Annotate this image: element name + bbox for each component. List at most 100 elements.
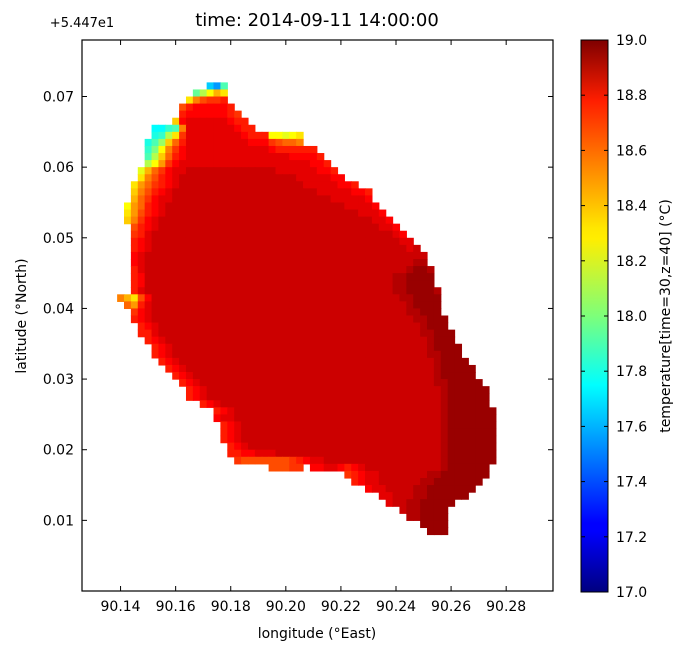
heatmap-cell: [303, 244, 311, 253]
heatmap-cell: [385, 379, 394, 387]
heatmap-cell: [351, 414, 359, 423]
heatmap-cell: [475, 414, 483, 423]
heatmap-cell: [433, 485, 442, 493]
heatmap-cell: [192, 379, 201, 387]
heatmap-cell: [144, 266, 153, 274]
heatmap-cell: [165, 181, 173, 189]
heatmap-cell: [185, 251, 194, 260]
heatmap-cell: [137, 294, 146, 302]
heatmap-cell: [406, 322, 414, 331]
heatmap-cell: [309, 174, 318, 182]
heatmap-cell: [199, 89, 208, 98]
heatmap-cell: [399, 287, 407, 295]
heatmap-cell: [309, 301, 318, 310]
heatmap-cell: [371, 379, 380, 387]
heatmap-cell: [192, 357, 201, 366]
heatmap-cell: [165, 315, 173, 324]
heatmap-cell: [447, 407, 456, 415]
heatmap-cell: [247, 301, 256, 310]
heatmap-cell: [227, 336, 235, 345]
heatmap-cell: [192, 202, 201, 211]
heatmap-cell: [179, 110, 187, 119]
heatmap-cell: [158, 315, 166, 324]
heatmap-cell: [179, 343, 187, 352]
heatmap-cell: [172, 258, 180, 267]
heatmap-cell: [488, 449, 497, 458]
heatmap-cell: [165, 188, 173, 197]
heatmap-cell: [330, 195, 339, 204]
heatmap-cell: [454, 442, 463, 451]
heatmap-cell: [461, 492, 469, 500]
x-tick-label: 90.20: [266, 599, 306, 615]
heatmap-cell: [365, 258, 373, 267]
heatmap-cell: [358, 372, 366, 380]
heatmap-cell: [199, 195, 208, 204]
heatmap-cell: [165, 258, 173, 267]
heatmap-cell: [316, 209, 325, 218]
heatmap-cell: [254, 421, 263, 430]
heatmap-cell: [268, 379, 277, 387]
heatmap-cell: [309, 364, 318, 373]
heatmap-cell: [179, 350, 187, 359]
heatmap-cell: [275, 181, 283, 189]
heatmap-cell: [406, 273, 414, 281]
heatmap-cell: [399, 329, 407, 338]
y-axis-label: latitude (°North): [14, 258, 30, 373]
heatmap-cell: [316, 357, 325, 366]
heatmap-cell: [227, 442, 235, 451]
heatmap-cell: [234, 174, 242, 182]
heatmap-cell: [185, 110, 194, 119]
heatmap-cell: [268, 138, 277, 147]
heatmap-cell: [447, 393, 456, 401]
heatmap-cell: [213, 181, 222, 189]
heatmap-cell: [413, 294, 421, 302]
heatmap-cell: [220, 96, 228, 105]
heatmap-cell: [241, 188, 249, 197]
heatmap-cell: [241, 393, 249, 401]
heatmap-cell: [199, 96, 208, 105]
colorbar-tick-label: 18.6: [616, 143, 647, 159]
heatmap-cell: [151, 308, 160, 317]
heatmap-cell: [303, 372, 311, 380]
heatmap-cell: [371, 216, 380, 225]
heatmap-cell: [433, 449, 442, 458]
heatmap-cell: [220, 266, 228, 274]
heatmap-cell: [172, 131, 180, 140]
heatmap-cell: [461, 477, 469, 486]
heatmap-cell: [158, 294, 166, 302]
heatmap-cell: [475, 470, 483, 479]
heatmap-cell: [261, 138, 270, 147]
heatmap-cell: [399, 280, 407, 288]
heatmap-cell: [468, 393, 476, 401]
heatmap-cell: [151, 223, 160, 232]
heatmap-cell: [165, 230, 173, 239]
heatmap-cell: [185, 96, 194, 105]
heatmap-cell: [261, 372, 270, 380]
heatmap-cell: [468, 407, 476, 415]
heatmap-cell: [289, 350, 297, 359]
heatmap-cell: [351, 237, 359, 246]
heatmap-cell: [247, 230, 256, 239]
heatmap-cell: [185, 280, 194, 288]
heatmap-cell: [144, 223, 153, 232]
heatmap-cell: [303, 400, 311, 408]
heatmap-cell: [392, 273, 401, 281]
heatmap-cell: [385, 463, 394, 472]
heatmap-cell: [137, 195, 146, 204]
heatmap-cell: [351, 470, 359, 479]
heatmap-cell: [392, 499, 401, 507]
heatmap-cell: [275, 216, 283, 225]
heatmap-cell: [303, 386, 311, 394]
heatmap-cell: [482, 407, 490, 415]
heatmap-cell: [254, 280, 263, 288]
heatmap-cell: [137, 174, 146, 182]
heatmap-cell: [247, 308, 256, 317]
heatmap-cell: [323, 350, 332, 359]
heatmap-cell: [137, 301, 146, 310]
heatmap-cell: [199, 188, 208, 197]
heatmap-cell: [413, 506, 421, 514]
heatmap-cell: [130, 223, 139, 232]
heatmap-cell: [392, 393, 401, 401]
heatmap-cell: [385, 251, 394, 260]
heatmap-cell: [254, 266, 263, 274]
